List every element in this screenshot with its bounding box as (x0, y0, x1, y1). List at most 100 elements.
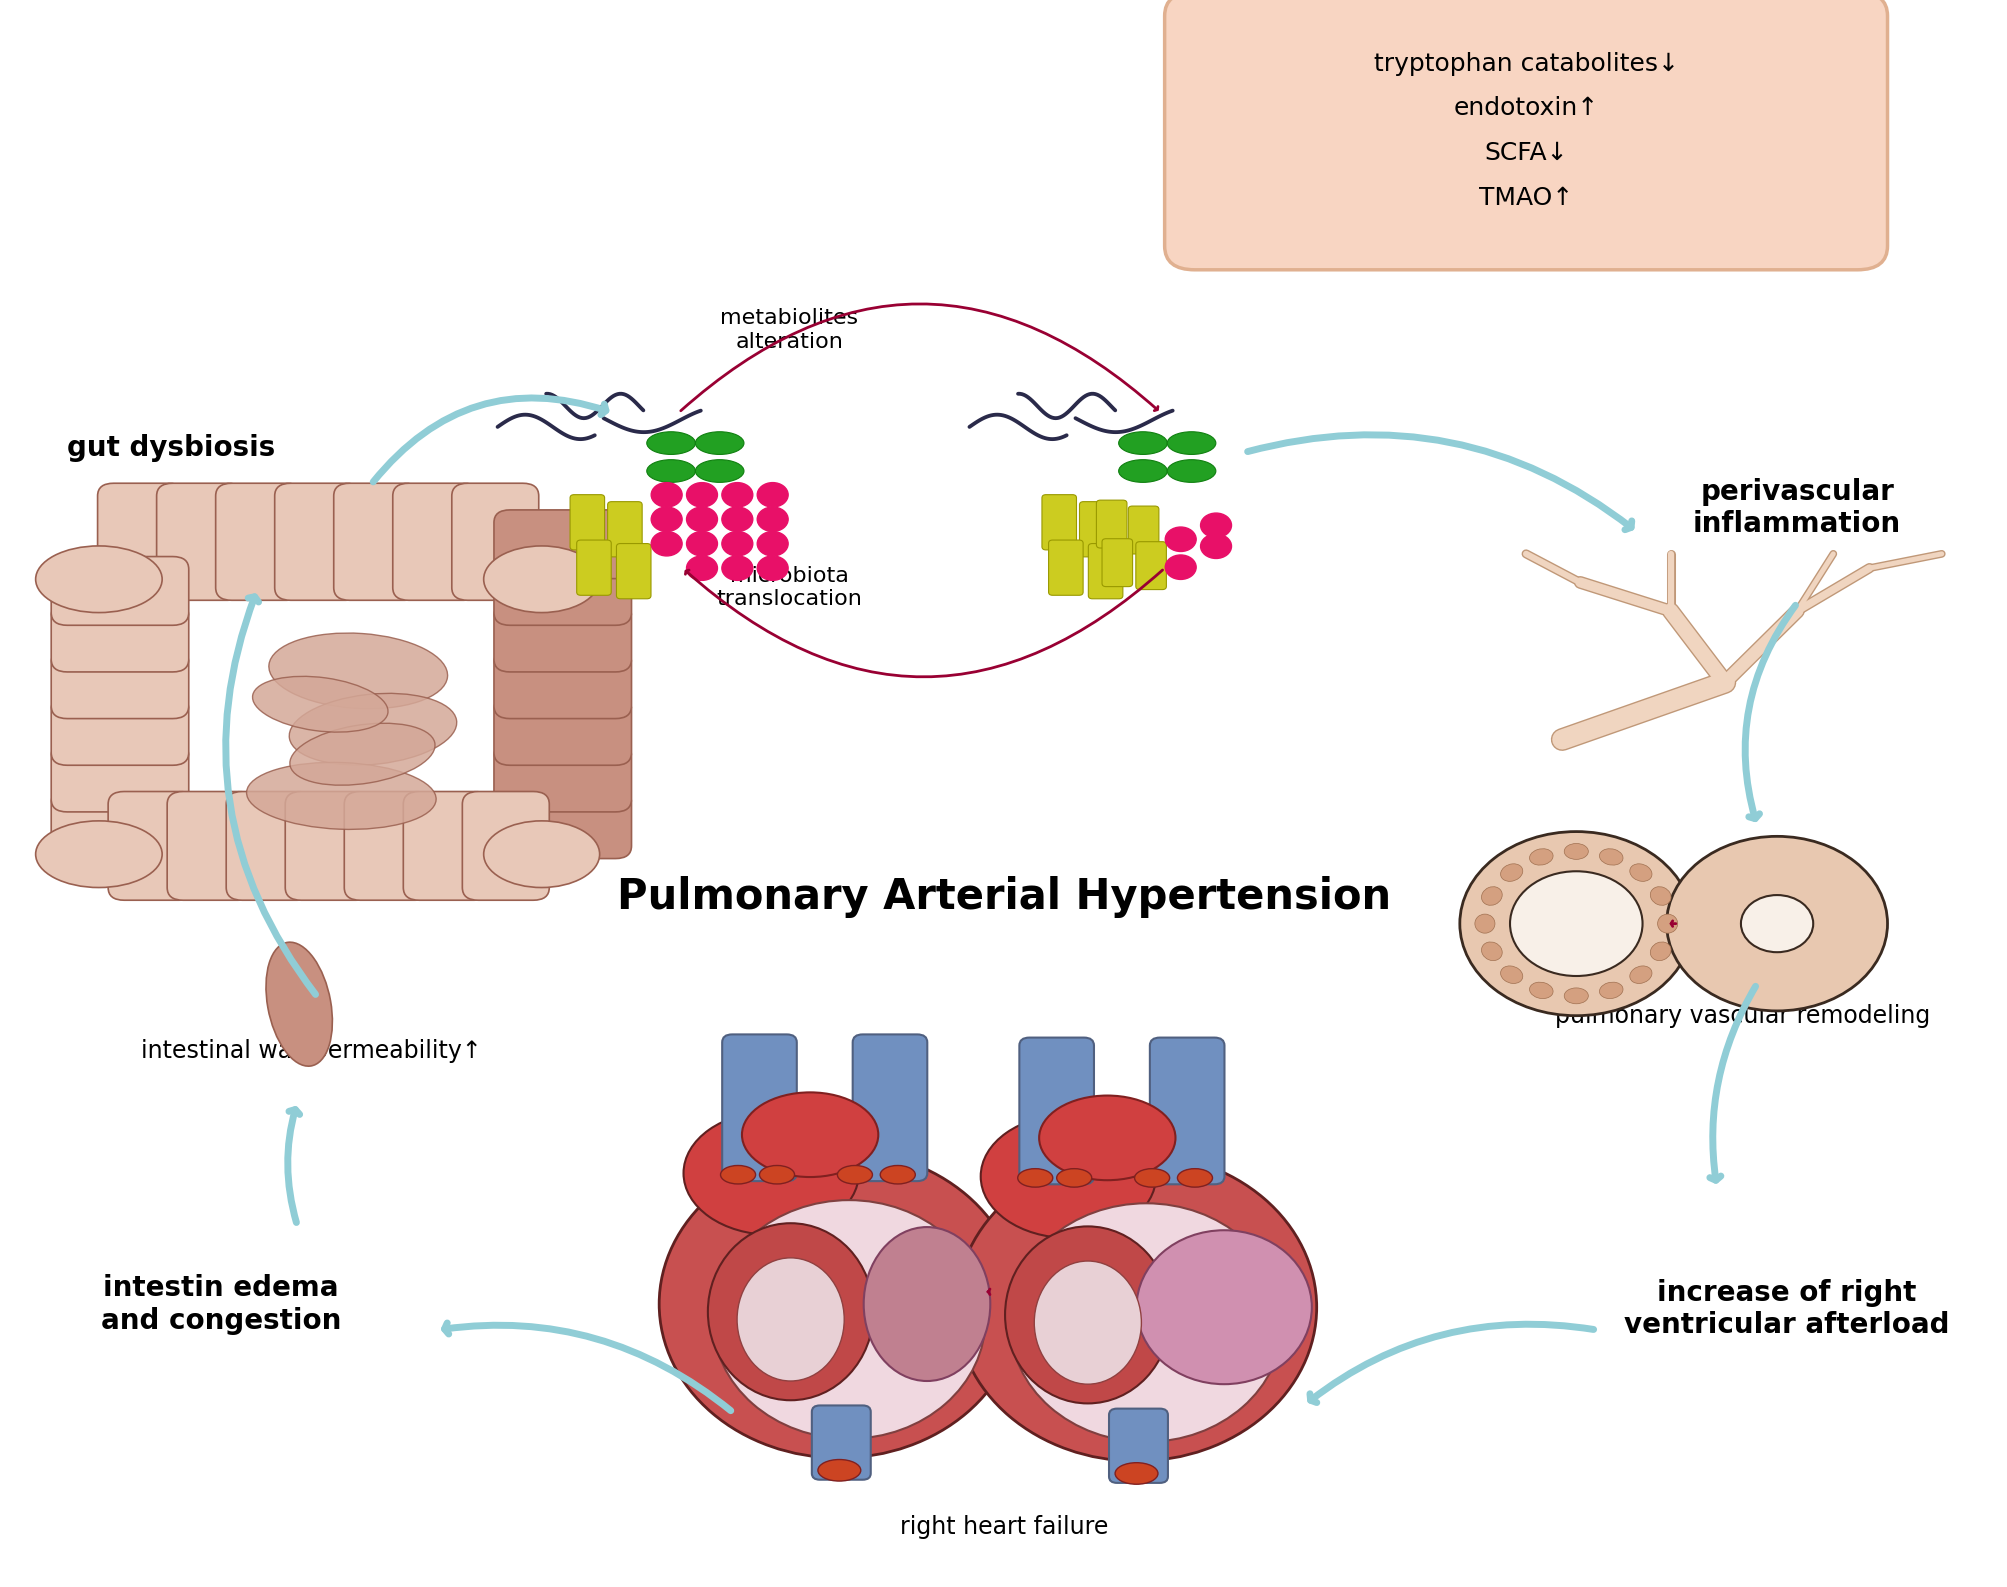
Ellipse shape (289, 694, 456, 765)
Ellipse shape (658, 1151, 1020, 1458)
FancyBboxPatch shape (608, 501, 642, 557)
Ellipse shape (1481, 943, 1501, 960)
FancyBboxPatch shape (494, 557, 630, 625)
FancyBboxPatch shape (1108, 1409, 1168, 1482)
Text: gut dysbiosis: gut dysbiosis (66, 433, 275, 462)
Ellipse shape (253, 676, 387, 732)
Circle shape (1164, 555, 1196, 579)
Circle shape (723, 555, 753, 581)
FancyBboxPatch shape (462, 792, 550, 900)
FancyBboxPatch shape (52, 743, 189, 813)
Circle shape (757, 482, 787, 506)
Ellipse shape (879, 1165, 915, 1184)
Ellipse shape (955, 1154, 1317, 1462)
Ellipse shape (265, 943, 333, 1066)
FancyBboxPatch shape (167, 792, 255, 900)
Ellipse shape (1034, 1262, 1140, 1384)
Ellipse shape (1176, 1168, 1212, 1187)
Ellipse shape (1134, 1168, 1168, 1187)
FancyBboxPatch shape (1128, 506, 1158, 554)
Ellipse shape (1656, 914, 1676, 933)
Ellipse shape (712, 1200, 985, 1439)
FancyBboxPatch shape (98, 482, 185, 600)
Ellipse shape (817, 1460, 861, 1481)
FancyBboxPatch shape (215, 482, 303, 600)
FancyBboxPatch shape (227, 792, 313, 900)
FancyBboxPatch shape (108, 792, 195, 900)
FancyBboxPatch shape (1048, 540, 1082, 595)
Ellipse shape (1018, 1168, 1052, 1187)
Circle shape (686, 482, 716, 506)
Text: Pulmonary Arterial Hypertension: Pulmonary Arterial Hypertension (616, 876, 1391, 917)
FancyBboxPatch shape (1150, 1038, 1224, 1184)
Text: perivascular
inflammation: perivascular inflammation (1692, 478, 1901, 538)
FancyBboxPatch shape (1164, 0, 1887, 270)
Ellipse shape (1118, 432, 1166, 454)
Ellipse shape (863, 1227, 989, 1381)
Ellipse shape (1600, 982, 1622, 998)
Circle shape (1200, 533, 1230, 559)
FancyBboxPatch shape (1136, 541, 1166, 590)
FancyBboxPatch shape (494, 509, 630, 579)
Circle shape (650, 532, 682, 555)
FancyBboxPatch shape (275, 482, 361, 600)
Circle shape (757, 532, 787, 555)
Text: increase of right
ventricular afterload: increase of right ventricular afterload (1624, 1279, 1949, 1339)
Ellipse shape (1499, 966, 1521, 984)
Ellipse shape (247, 762, 436, 830)
FancyBboxPatch shape (723, 1035, 797, 1181)
Ellipse shape (694, 432, 743, 454)
Circle shape (757, 506, 787, 532)
Ellipse shape (1499, 863, 1521, 881)
Ellipse shape (36, 820, 163, 887)
Circle shape (757, 555, 787, 581)
Circle shape (650, 506, 682, 532)
Ellipse shape (484, 546, 600, 613)
Text: tryptophan catabolites↓
endotoxin↑
SCFA↓
TMAO↑: tryptophan catabolites↓ endotoxin↑ SCFA↓… (1373, 52, 1678, 209)
FancyBboxPatch shape (494, 743, 630, 813)
FancyBboxPatch shape (393, 482, 480, 600)
FancyBboxPatch shape (52, 651, 189, 719)
Ellipse shape (1650, 943, 1670, 960)
Ellipse shape (1114, 1463, 1158, 1484)
Ellipse shape (1056, 1168, 1092, 1187)
Ellipse shape (1006, 1227, 1170, 1403)
Ellipse shape (1630, 966, 1652, 984)
FancyBboxPatch shape (343, 792, 432, 900)
Circle shape (723, 482, 753, 506)
Ellipse shape (1040, 1095, 1174, 1181)
Circle shape (723, 532, 753, 555)
FancyBboxPatch shape (494, 651, 630, 719)
Circle shape (1459, 832, 1692, 1016)
Circle shape (1740, 895, 1812, 952)
Text: pulmonary vascular remodeling: pulmonary vascular remodeling (1555, 1003, 1929, 1028)
Ellipse shape (269, 633, 448, 709)
Ellipse shape (682, 1111, 859, 1235)
Ellipse shape (1630, 863, 1652, 881)
Ellipse shape (1481, 887, 1501, 905)
Ellipse shape (484, 820, 600, 887)
Circle shape (1164, 527, 1196, 552)
Ellipse shape (759, 1165, 795, 1184)
FancyBboxPatch shape (576, 540, 610, 595)
FancyBboxPatch shape (494, 790, 630, 859)
Circle shape (686, 506, 716, 532)
Ellipse shape (708, 1224, 873, 1400)
Text: right heart failure: right heart failure (899, 1514, 1108, 1539)
Circle shape (723, 506, 753, 532)
Text: microbiota
translocation: microbiota translocation (716, 565, 861, 609)
FancyBboxPatch shape (1102, 538, 1132, 587)
Circle shape (686, 532, 716, 555)
Ellipse shape (1600, 849, 1622, 865)
Circle shape (686, 555, 716, 581)
Ellipse shape (646, 432, 694, 454)
Circle shape (1666, 836, 1887, 1011)
Ellipse shape (1563, 987, 1588, 1003)
Ellipse shape (1473, 914, 1493, 933)
Circle shape (1509, 871, 1642, 976)
Ellipse shape (694, 460, 743, 482)
FancyBboxPatch shape (52, 790, 189, 859)
FancyBboxPatch shape (616, 543, 650, 598)
FancyBboxPatch shape (1096, 500, 1126, 548)
FancyBboxPatch shape (452, 482, 538, 600)
